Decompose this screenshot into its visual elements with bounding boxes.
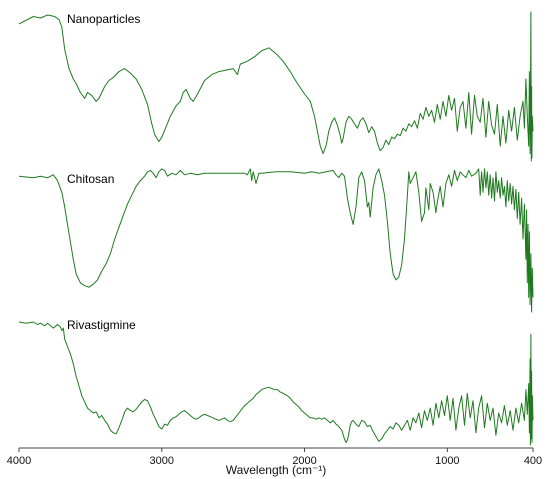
series-line-chitosan xyxy=(18,168,534,313)
x-axis-label: Wavelength (cm⁻¹) xyxy=(226,463,327,477)
x-tick-label-2000: 2000 xyxy=(292,455,316,467)
x-tick-label-4000: 4000 xyxy=(7,455,31,467)
series-label-chitosan: Chitosan xyxy=(67,172,114,186)
x-tick-label-3000: 3000 xyxy=(150,455,174,467)
series-line-rivastigmine xyxy=(18,321,534,446)
series-label-rivastigmine: Rivastigmine xyxy=(67,318,136,332)
x-tick-label-1000: 1000 xyxy=(435,455,459,467)
series-label-nanoparticles: Nanoparticles xyxy=(67,12,140,26)
series-line-nanoparticles xyxy=(18,11,534,162)
x-axis: 4000 3000 2000 1000 400 xyxy=(7,447,542,467)
x-tick-label-400: 400 xyxy=(524,455,542,467)
traces-group xyxy=(18,11,534,446)
series-labels-group: Nanoparticles Chitosan Rivastigmine xyxy=(67,12,140,332)
